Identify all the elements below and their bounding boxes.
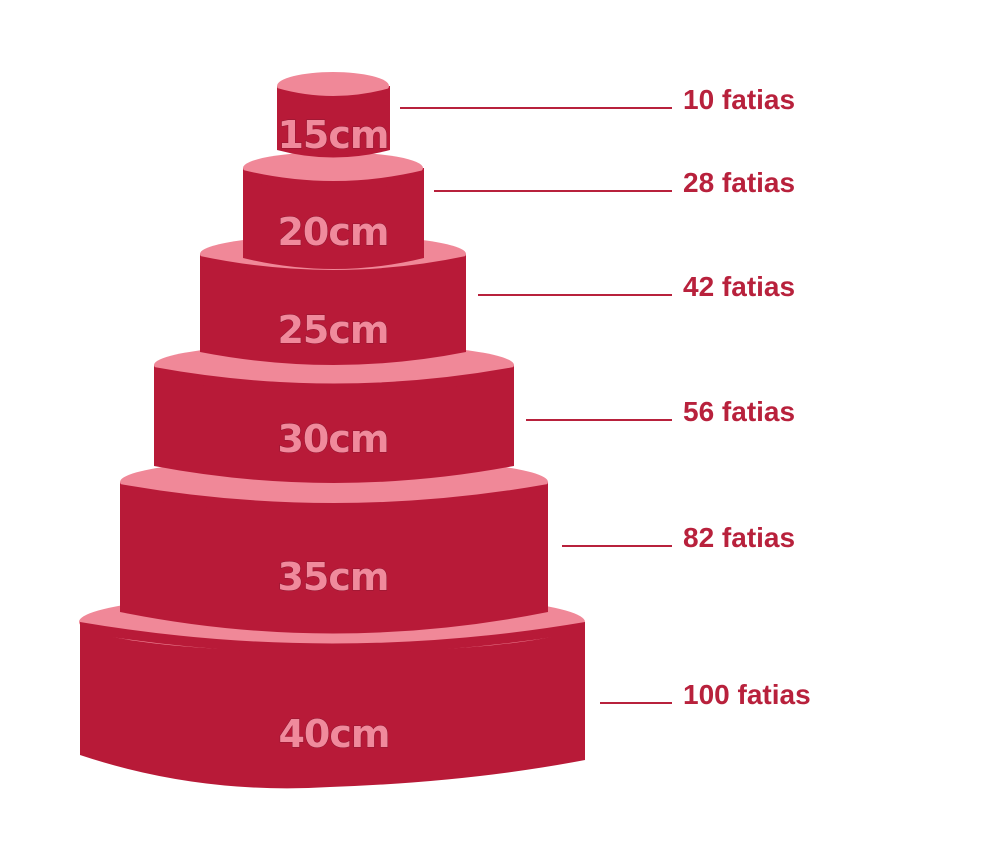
slice-count-label: 42 fatias [683, 271, 795, 302]
cake-tier-35cm: 35cm [120, 457, 548, 634]
tier-side [154, 365, 514, 483]
tier-rim [277, 88, 390, 103]
tier-top [243, 152, 423, 184]
tier-side [243, 168, 424, 269]
tier-size-label: 40cm [278, 712, 389, 756]
slice-count-label: 82 fatias [683, 522, 795, 553]
tier-size-label: 20cm [277, 210, 388, 254]
tier-side [200, 254, 466, 365]
tier-size-label: 30cm [277, 417, 388, 461]
tier-side [120, 482, 548, 634]
cake-tier-20cm: 20cm [243, 152, 424, 269]
tier-rim [80, 622, 585, 654]
tier-size-label: 25cm [277, 308, 388, 352]
tier-side [277, 86, 390, 158]
tier-rim [243, 170, 424, 190]
slice-count-label: 28 fatias [683, 167, 795, 198]
tier-size-label: 15cm [277, 113, 388, 157]
cake-tier-15cm: 15cm [277, 72, 390, 158]
tier-side [80, 622, 585, 789]
tier-rim [154, 367, 514, 394]
slice-count-label: 56 fatias [683, 396, 795, 427]
tier-size-label: 35cm [277, 555, 388, 599]
slice-count-label: 10 fatias [683, 84, 795, 115]
tier-rim [200, 256, 466, 279]
slice-count-label: 100 fatias [683, 679, 811, 710]
tier-rim [120, 484, 548, 514]
tier-top [277, 72, 389, 100]
